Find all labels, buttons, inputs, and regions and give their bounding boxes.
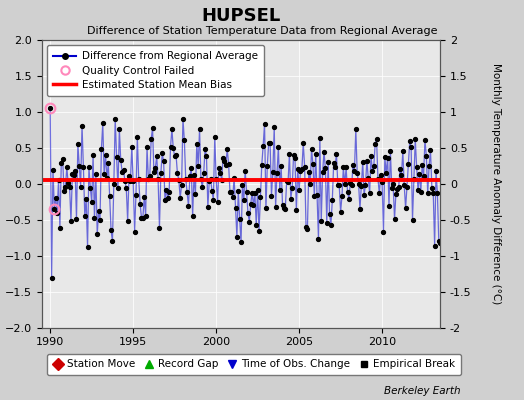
Text: Berkeley Earth: Berkeley Earth — [385, 386, 461, 396]
Legend: Station Move, Record Gap, Time of Obs. Change, Empirical Break: Station Move, Record Gap, Time of Obs. C… — [47, 354, 461, 375]
Title: HUPSEL: HUPSEL — [201, 6, 281, 24]
Y-axis label: Monthly Temperature Anomaly Difference (°C): Monthly Temperature Anomaly Difference (… — [491, 63, 501, 305]
Text: Difference of Station Temperature Data from Regional Average: Difference of Station Temperature Data f… — [87, 26, 437, 36]
